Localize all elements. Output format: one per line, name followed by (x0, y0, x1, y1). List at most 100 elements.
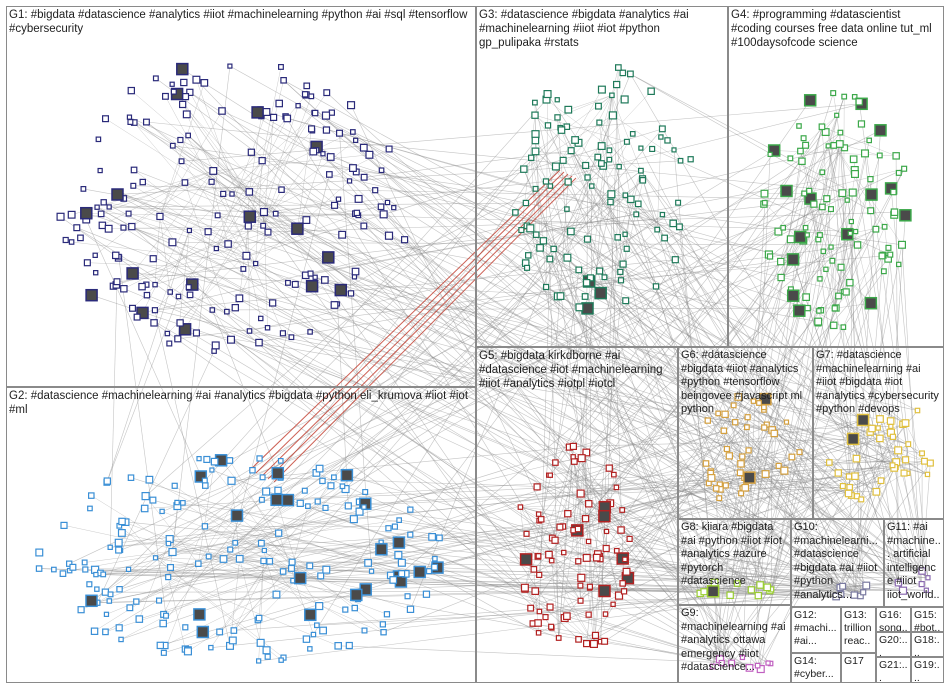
edge (599, 270, 771, 591)
edge (835, 467, 895, 597)
edge (223, 141, 628, 560)
edge (149, 479, 310, 567)
edge (374, 190, 722, 664)
edge (230, 339, 761, 586)
node (892, 152, 900, 160)
node (820, 248, 827, 255)
node (192, 75, 201, 84)
edge (94, 542, 236, 632)
group-label-g4: G4: #programming #datascientist #coding … (731, 9, 935, 49)
edge (76, 227, 540, 521)
node (860, 589, 867, 596)
edge (132, 308, 732, 664)
edge (549, 258, 559, 639)
node (731, 419, 739, 426)
node (181, 179, 189, 186)
edge (235, 519, 400, 544)
edge (609, 150, 759, 596)
group-g20: G20:... (876, 632, 911, 657)
edge (557, 117, 772, 590)
node (94, 586, 100, 592)
node (353, 209, 361, 217)
node (539, 237, 548, 245)
node (83, 259, 91, 267)
node (247, 148, 256, 156)
node (582, 279, 591, 287)
node (103, 611, 110, 617)
node (67, 210, 76, 219)
node (335, 196, 342, 202)
node (851, 93, 858, 100)
edge (132, 191, 250, 309)
node (821, 128, 830, 136)
node (609, 92, 615, 99)
node (857, 120, 866, 128)
node (918, 580, 925, 588)
edge (120, 430, 724, 640)
node (862, 581, 871, 590)
edge (526, 147, 845, 535)
edge (573, 115, 838, 447)
edge (248, 225, 298, 229)
node (637, 167, 644, 174)
node (900, 469, 908, 477)
node (767, 151, 773, 157)
node (880, 268, 887, 275)
node (310, 631, 317, 638)
edge (262, 150, 317, 226)
edge (231, 446, 570, 482)
edge (236, 208, 832, 516)
edge (749, 477, 843, 487)
node (622, 297, 630, 305)
node (208, 644, 214, 651)
edge (757, 402, 760, 596)
node (255, 614, 263, 622)
node (786, 253, 800, 266)
edge (716, 486, 850, 489)
edge (154, 309, 792, 458)
node (401, 236, 409, 244)
node (551, 162, 560, 171)
edge (857, 244, 872, 304)
node (577, 597, 584, 604)
edge (520, 507, 527, 560)
edge-highlight (267, 175, 573, 480)
node (127, 474, 135, 482)
node (362, 489, 369, 496)
group-g11: G11: #ai #machine... artificial intellig… (884, 519, 944, 607)
node (756, 581, 764, 589)
node (111, 251, 120, 260)
edge (184, 216, 251, 330)
node (669, 219, 678, 228)
node (350, 129, 356, 135)
edge (287, 478, 744, 501)
group-g4: G4: #programming #datascientist #coding … (728, 6, 944, 347)
edge (189, 112, 316, 231)
node (830, 90, 837, 97)
node (920, 457, 928, 465)
edge (398, 576, 559, 639)
node (336, 129, 344, 137)
node (224, 308, 230, 315)
node (59, 570, 67, 578)
edge (109, 281, 118, 548)
node (360, 173, 368, 181)
edge (109, 202, 526, 208)
edge (640, 147, 867, 586)
edge (172, 66, 231, 553)
edge (719, 485, 844, 660)
edge (184, 182, 228, 312)
edge (181, 103, 862, 162)
edge (249, 213, 356, 217)
node (878, 252, 886, 260)
node (280, 76, 287, 84)
node (804, 232, 810, 238)
node (117, 528, 126, 537)
group-g19: G19:... (911, 657, 944, 683)
edge (94, 489, 721, 603)
edge (567, 257, 867, 586)
node (845, 473, 853, 480)
node (314, 498, 321, 505)
edge (105, 118, 224, 195)
